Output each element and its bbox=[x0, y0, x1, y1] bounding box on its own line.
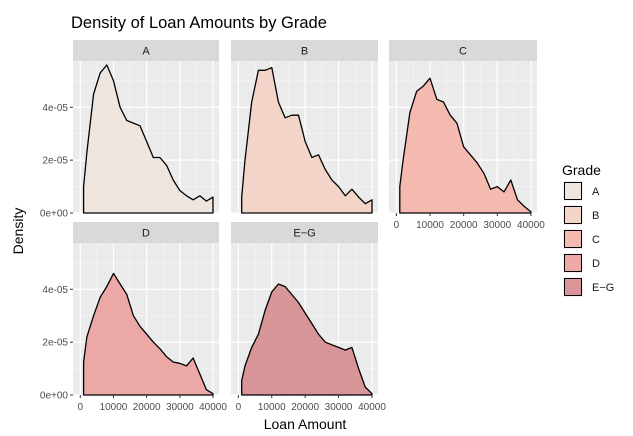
panel-2-strip bbox=[231, 40, 378, 61]
panel-4-y-tick-label: 0e+00 bbox=[40, 391, 69, 402]
panel-1-strip bbox=[73, 40, 219, 61]
x-axis-label: Loan Amount bbox=[264, 416, 347, 432]
panel-2-strip-label: B bbox=[301, 46, 308, 58]
panel-3-strip-label: C bbox=[459, 46, 467, 58]
panel-1-y-tick-label: 0e+00 bbox=[40, 209, 69, 220]
panel-5-strip bbox=[231, 222, 378, 243]
panel-4-x-tick-label: 20000 bbox=[133, 402, 161, 413]
panel-1-y-tick-label: 2e-05 bbox=[42, 156, 68, 167]
panel-4-strip-label: D bbox=[142, 228, 150, 240]
legend-swatch bbox=[564, 230, 582, 248]
panel-3-x-tick-label: 20000 bbox=[450, 220, 478, 231]
panel-3-x-tick-label: 40000 bbox=[517, 220, 545, 231]
legend-label: B bbox=[592, 210, 599, 222]
chart-title: Density of Loan Amounts by Grade bbox=[71, 14, 327, 32]
panel-5-x-tick-label: 0 bbox=[236, 402, 242, 413]
legend-label: C bbox=[592, 234, 600, 246]
panel-5-x-tick-label: 20000 bbox=[291, 402, 319, 413]
panel-4-density-area bbox=[82, 272, 214, 396]
panel-3-strip bbox=[389, 40, 537, 61]
panel-5-x-tick-label: 10000 bbox=[258, 402, 286, 413]
legend-swatch bbox=[564, 278, 582, 296]
panel-1-strip-label: A bbox=[142, 46, 150, 58]
legend-swatch bbox=[564, 254, 582, 272]
legend-title: Grade bbox=[562, 162, 601, 178]
panel-4-x-tick-label: 10000 bbox=[100, 402, 128, 413]
panel-4-x-tick-label: 30000 bbox=[166, 402, 194, 413]
panel-3-x-tick-label: 0 bbox=[394, 220, 400, 231]
panel-4-x-tick-label: 0 bbox=[78, 402, 84, 413]
panel-3-density-area bbox=[399, 77, 532, 214]
panel-5-strip-label: E−G bbox=[293, 228, 315, 240]
facet-panels: A 0e+00 2e-05 4e-05 B C 0 10000 20000 30000 40000 D… bbox=[40, 40, 545, 413]
y-axis-label: Density bbox=[10, 208, 26, 255]
panel-4-y-tick-label: 2e-05 bbox=[42, 338, 68, 349]
legend-swatch bbox=[564, 206, 582, 224]
panel-4-strip bbox=[73, 222, 219, 243]
panel-2-density-area bbox=[241, 66, 373, 214]
panel-1-y-tick-label: 4e-05 bbox=[42, 103, 68, 114]
panel-3-x-tick-label: 10000 bbox=[416, 220, 444, 231]
legend-label: A bbox=[592, 186, 600, 198]
panel-5-x-tick-label: 30000 bbox=[325, 402, 353, 413]
legend-label: D bbox=[592, 258, 600, 270]
panel-4-x-tick-label: 40000 bbox=[199, 402, 227, 413]
legend-label: E−G bbox=[592, 282, 614, 294]
legend-swatch bbox=[564, 182, 582, 200]
panel-5-density-area bbox=[241, 283, 373, 396]
panel-3-x-tick-label: 30000 bbox=[483, 220, 511, 231]
panel-1-density-area bbox=[82, 64, 214, 214]
panel-4-y-tick-label: 4e-05 bbox=[42, 285, 68, 296]
panel-5-x-tick-label: 40000 bbox=[358, 402, 386, 413]
